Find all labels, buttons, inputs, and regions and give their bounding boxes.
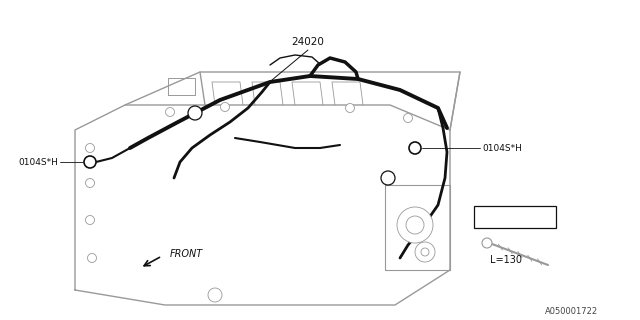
Circle shape (221, 102, 230, 111)
Text: 0104S*H: 0104S*H (482, 143, 522, 153)
Circle shape (397, 207, 433, 243)
Text: A050001722: A050001722 (545, 308, 598, 316)
Circle shape (84, 156, 96, 168)
Circle shape (403, 114, 413, 123)
Circle shape (409, 142, 421, 154)
Circle shape (88, 253, 97, 262)
Circle shape (346, 103, 355, 113)
Circle shape (208, 288, 222, 302)
Circle shape (421, 248, 429, 256)
Text: 0104S*H: 0104S*H (18, 157, 58, 166)
Text: ①: ① (192, 110, 198, 116)
Text: L=130: L=130 (490, 255, 522, 265)
Text: ①: ① (385, 175, 391, 181)
Circle shape (406, 216, 424, 234)
Circle shape (415, 242, 435, 262)
Circle shape (188, 106, 202, 120)
Circle shape (479, 210, 493, 224)
Circle shape (86, 179, 95, 188)
Text: FRONT: FRONT (170, 249, 204, 259)
Circle shape (86, 143, 95, 153)
Bar (474, 206, 556, 228)
Circle shape (381, 171, 395, 185)
Text: ①: ① (483, 214, 489, 220)
Circle shape (482, 238, 492, 248)
Circle shape (86, 215, 95, 225)
Text: 24226: 24226 (513, 212, 547, 222)
Text: 24020: 24020 (292, 37, 324, 47)
Circle shape (166, 108, 175, 116)
